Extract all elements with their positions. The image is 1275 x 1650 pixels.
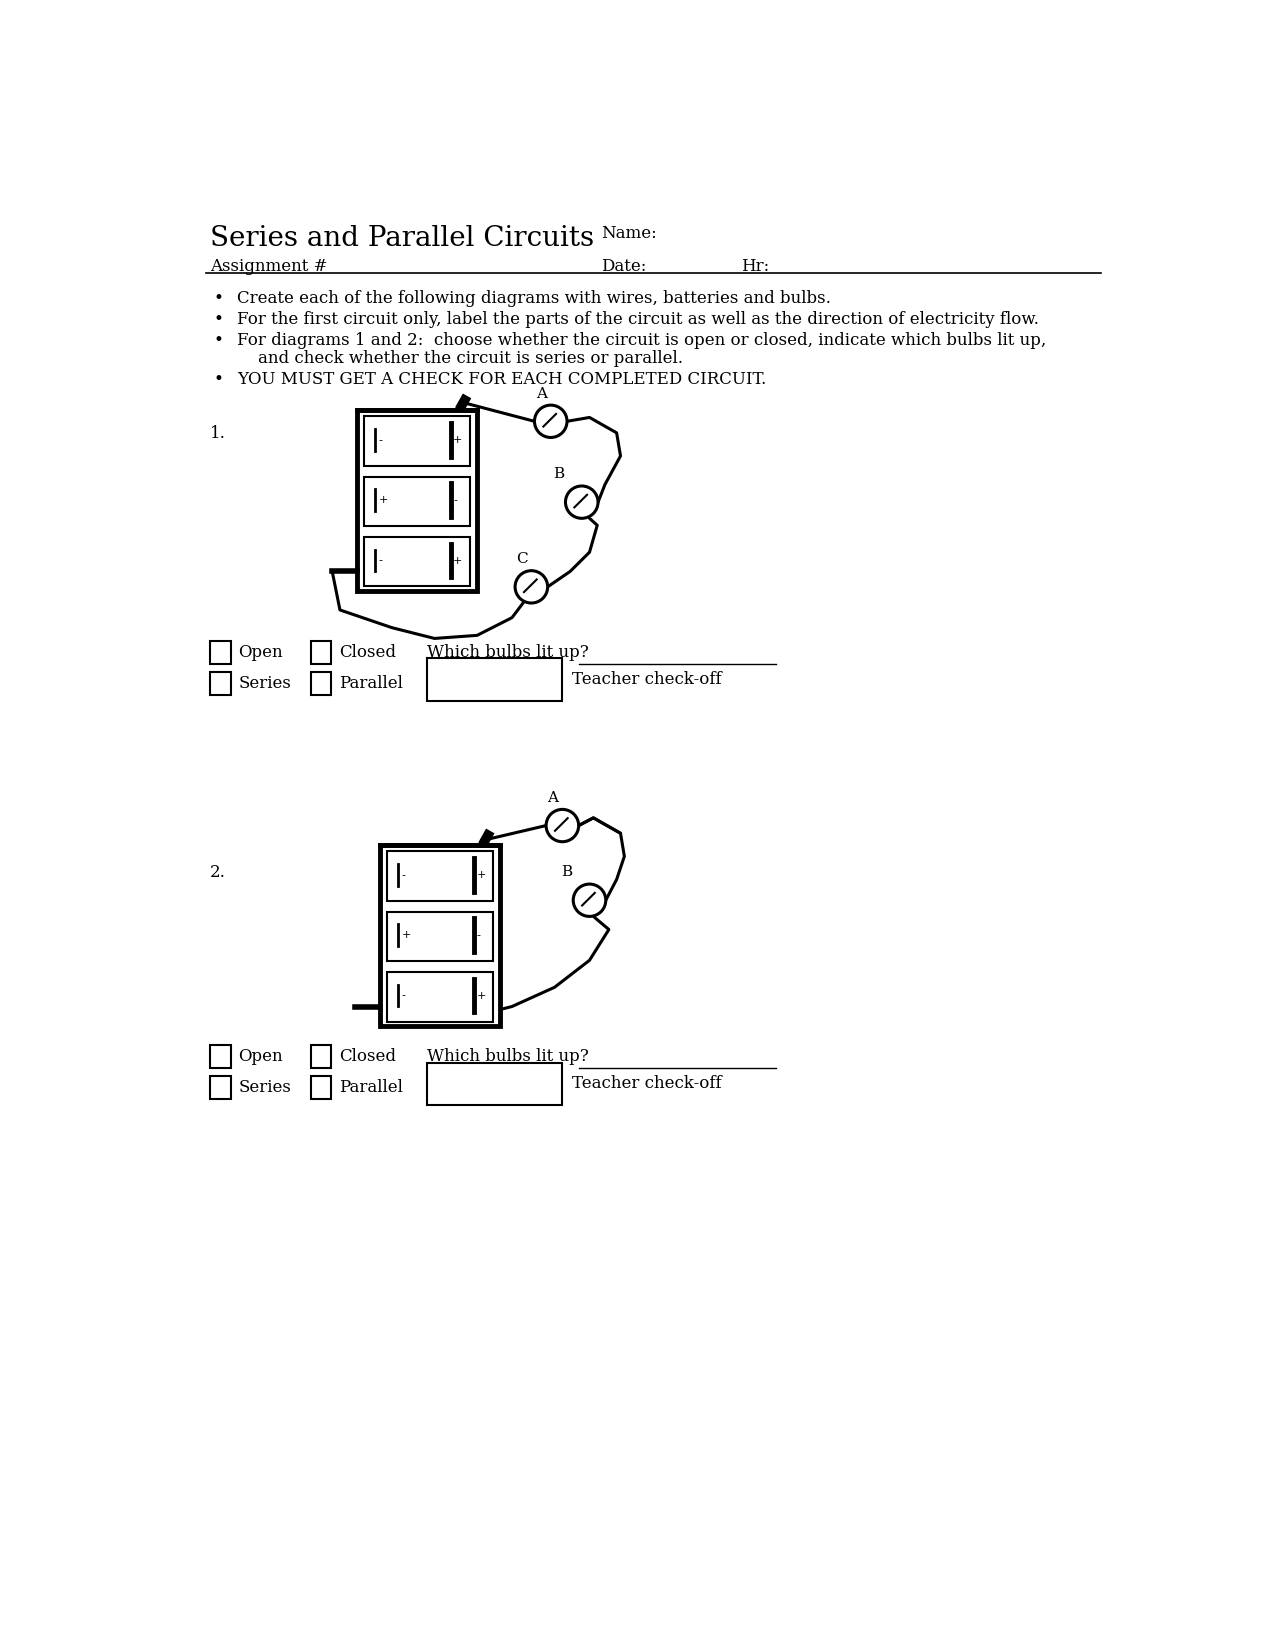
Bar: [365, 477, 470, 526]
Bar: [210, 640, 231, 663]
Text: 2.: 2.: [210, 865, 226, 881]
Text: B: B: [561, 866, 571, 879]
Circle shape: [566, 487, 598, 518]
Text: Which bulbs lit up?: Which bulbs lit up?: [427, 1048, 589, 1066]
Text: +: +: [402, 931, 412, 940]
Text: C: C: [516, 553, 528, 566]
Bar: [388, 912, 493, 962]
Bar: [210, 1076, 231, 1099]
Text: +: +: [453, 556, 463, 566]
Text: -: -: [402, 990, 405, 1000]
Text: Closed: Closed: [339, 1048, 397, 1066]
Text: -: -: [379, 556, 382, 566]
Text: YOU MUST GET A CHECK FOR EACH COMPLETED CIRCUIT.: YOU MUST GET A CHECK FOR EACH COMPLETED …: [237, 371, 766, 388]
Text: For diagrams 1 and 2:  choose whether the circuit is open or closed, indicate wh: For diagrams 1 and 2: choose whether the…: [237, 332, 1046, 350]
Text: and check whether the circuit is series or parallel.: and check whether the circuit is series …: [237, 350, 683, 368]
Text: -: -: [453, 495, 458, 505]
Text: Parallel: Parallel: [339, 675, 403, 691]
Text: Series and Parallel Circuits: Series and Parallel Circuits: [210, 224, 594, 252]
Text: •: •: [214, 312, 223, 328]
Text: Open: Open: [238, 1048, 283, 1066]
Circle shape: [574, 884, 606, 916]
Text: Create each of the following diagrams with wires, batteries and bulbs.: Create each of the following diagrams wi…: [237, 290, 831, 307]
Text: Date:: Date:: [601, 257, 646, 276]
Text: •: •: [214, 290, 223, 307]
Text: Closed: Closed: [339, 644, 397, 662]
Bar: [388, 851, 493, 901]
Text: +: +: [477, 990, 486, 1000]
Text: +: +: [477, 870, 486, 879]
Bar: [365, 536, 470, 586]
Text: For the first circuit only, label the parts of the circuit as well as the direct: For the first circuit only, label the pa…: [237, 312, 1039, 328]
Bar: [427, 658, 562, 701]
Circle shape: [515, 571, 548, 602]
Text: •: •: [214, 371, 223, 388]
Text: Teacher check-off: Teacher check-off: [571, 672, 722, 688]
Text: +: +: [453, 436, 463, 446]
Bar: [357, 409, 477, 591]
Bar: [210, 1044, 231, 1068]
Text: Name:: Name:: [601, 224, 657, 243]
Bar: [311, 672, 332, 695]
Text: Assignment #: Assignment #: [210, 257, 328, 276]
Text: B: B: [553, 467, 564, 482]
Bar: [380, 845, 500, 1026]
Circle shape: [546, 810, 579, 842]
Text: •: •: [214, 332, 223, 350]
Bar: [311, 1076, 332, 1099]
Text: A: A: [536, 386, 547, 401]
Bar: [427, 1063, 562, 1106]
Text: Hr:: Hr:: [741, 257, 769, 276]
Text: Open: Open: [238, 644, 283, 662]
Bar: [311, 640, 332, 663]
Text: Which bulbs lit up?: Which bulbs lit up?: [427, 644, 589, 662]
Text: -: -: [477, 931, 481, 940]
Bar: [210, 672, 231, 695]
Text: -: -: [379, 436, 382, 446]
Text: +: +: [379, 495, 388, 505]
Text: Series: Series: [238, 675, 291, 691]
Text: Teacher check-off: Teacher check-off: [571, 1076, 722, 1092]
Circle shape: [534, 406, 567, 437]
Text: Series: Series: [238, 1079, 291, 1096]
Text: 1.: 1.: [210, 426, 226, 442]
Bar: [388, 972, 493, 1021]
Text: -: -: [402, 870, 405, 879]
Text: Parallel: Parallel: [339, 1079, 403, 1096]
Bar: [311, 1044, 332, 1068]
Text: A: A: [547, 790, 558, 805]
Bar: [365, 416, 470, 465]
